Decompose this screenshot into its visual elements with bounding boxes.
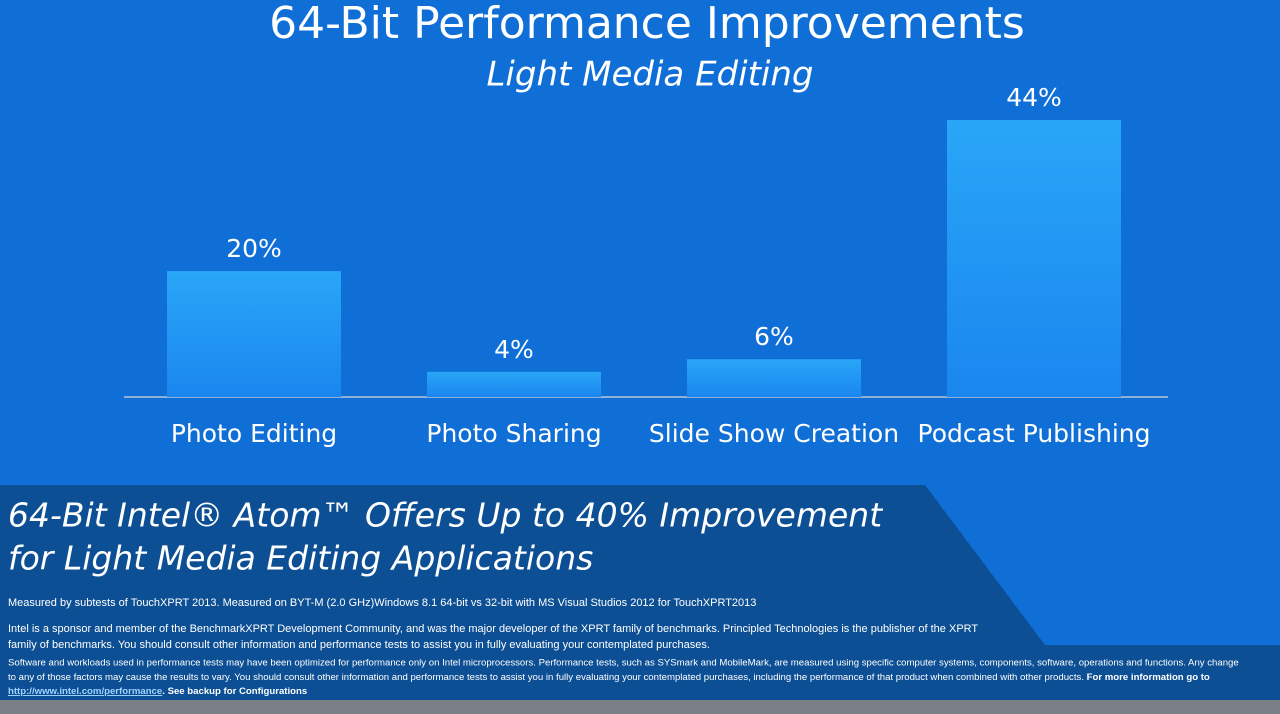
link[interactable]: http://www.intel.com/performance: [8, 686, 162, 697]
bar: [687, 359, 861, 397]
x-tick-label: Photo Sharing: [426, 419, 601, 448]
x-tick-label: Photo Editing: [171, 419, 337, 448]
footnote-bold: For more information go to: [1087, 672, 1210, 683]
value-label: 44%: [1006, 83, 1062, 112]
footnote: family of benchmarks. You should consult…: [8, 639, 710, 651]
footnote: to any of those factors may cause the re…: [8, 672, 1210, 683]
bar: [427, 371, 601, 397]
value-label: 20%: [226, 234, 282, 263]
value-label: 4%: [494, 335, 534, 364]
footnote-bold: . See backup for Configurations: [162, 686, 307, 697]
x-tick-label: Slide Show Creation: [649, 419, 899, 448]
headline: 64-Bit Intel® Atom™ Offers Up to 40% Imp…: [8, 496, 883, 535]
x-tick-label: Podcast Publishing: [918, 419, 1151, 448]
bar: [947, 120, 1121, 397]
footnote: Software and workloads used in performan…: [8, 658, 1239, 669]
bottom-strip: [0, 700, 1280, 714]
footnote: http://www.intel.com/performance. See ba…: [8, 686, 307, 697]
footnote: Intel is a sponsor and member of the Ben…: [8, 623, 978, 635]
chart-title: 64-Bit Performance Improvements: [269, 0, 1025, 49]
chart-subtitle: Light Media Editing: [486, 55, 813, 95]
value-label: 6%: [754, 322, 794, 351]
headline: for Light Media Editing Applications: [8, 539, 593, 578]
bar: [167, 271, 341, 397]
banner: [0, 485, 1280, 700]
footnote: to any of those factors may cause the re…: [8, 672, 1084, 683]
footnote: Measured by subtests of TouchXPRT 2013. …: [8, 597, 756, 609]
